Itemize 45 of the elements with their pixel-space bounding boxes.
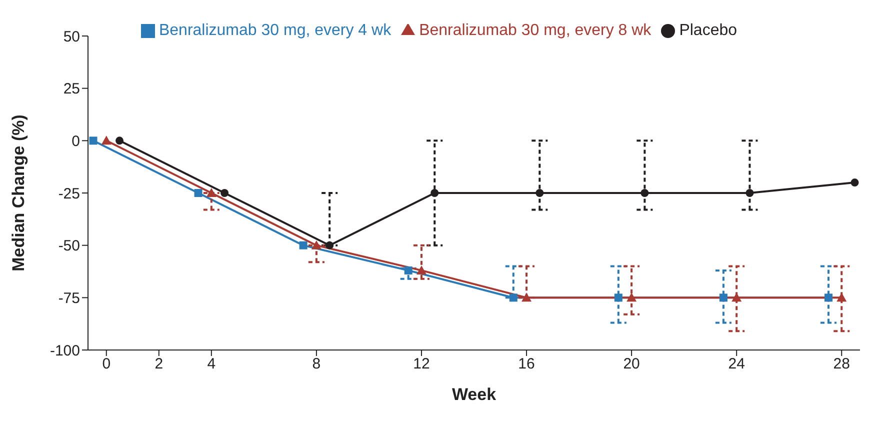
x-tick-label: 28 [833, 356, 850, 373]
legend-label: Placebo [679, 22, 738, 39]
point [836, 292, 847, 302]
y-tick-label: -25 [58, 185, 80, 202]
x-axis-title: Week [452, 385, 497, 404]
point [626, 292, 637, 302]
y-axis-title: Median Change (%) [9, 114, 28, 272]
point [220, 189, 229, 197]
point [326, 241, 334, 250]
x-tick-label: 2 [154, 356, 164, 373]
legend-label: Benralizumab 30 mg, every 8 wk [419, 22, 652, 39]
x-tick-label: 0 [102, 356, 111, 373]
point [116, 136, 124, 145]
x-tick-label: 8 [312, 356, 321, 373]
point [824, 294, 832, 302]
y-tick-label: -50 [58, 238, 80, 255]
x-tick-label: 16 [518, 356, 535, 373]
point [430, 189, 439, 197]
point [404, 266, 412, 274]
point [746, 189, 754, 197]
point [311, 240, 322, 250]
point [89, 136, 98, 145]
point [509, 294, 518, 302]
point [850, 178, 859, 187]
legend-label: Benralizumab 30 mg, every 4 wk [158, 22, 392, 39]
y-tick-label: -75 [58, 290, 80, 307]
y-tick-label: 0 [72, 132, 80, 150]
x-tick-label: 12 [413, 356, 430, 373]
point [416, 265, 426, 274]
point [536, 189, 544, 197]
x-tick-label: 4 [207, 356, 216, 373]
y-tick-label: -100 [50, 342, 80, 360]
x-tick-label: 24 [728, 356, 745, 373]
point [101, 136, 112, 145]
y-tick-label: 50 [63, 28, 80, 46]
point [299, 241, 308, 250]
x-tick-label: 20 [623, 356, 640, 373]
point [194, 189, 202, 197]
point [614, 294, 622, 302]
point [640, 189, 649, 197]
point [206, 188, 216, 197]
point [732, 292, 742, 302]
point [719, 294, 728, 302]
point [522, 292, 532, 302]
y-tick-label: 25 [63, 80, 80, 98]
